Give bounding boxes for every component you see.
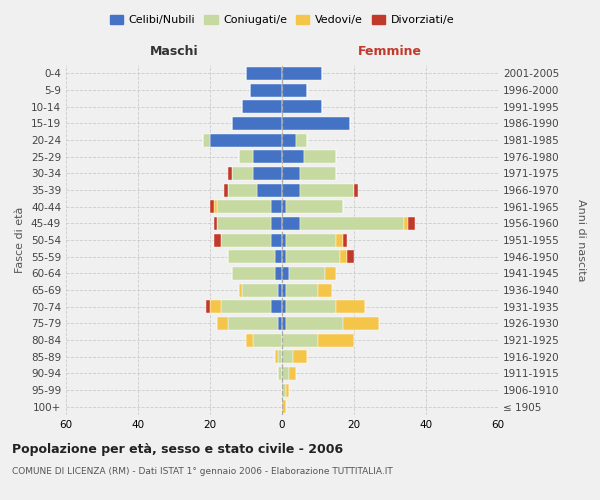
Text: COMUNE DI LICENZA (RM) - Dati ISTAT 1° gennaio 2006 - Elaborazione TUTTITALIA.IT: COMUNE DI LICENZA (RM) - Dati ISTAT 1° g… [12,468,393,476]
Bar [286,384,289,396]
Bar [304,150,336,163]
Bar [228,317,278,330]
Text: Maschi: Maschi [149,45,199,58]
Bar [210,134,282,146]
Bar [217,200,271,213]
Bar [282,200,286,213]
Bar [228,184,257,196]
Bar [354,184,358,196]
Bar [282,334,318,346]
Bar [286,284,318,296]
Text: Popolazione per età, sesso e stato civile - 2006: Popolazione per età, sesso e stato civil… [12,442,343,456]
Bar [343,317,379,330]
Legend: Celibi/Nubili, Coniugati/e, Vedovi/e, Divorziati/e: Celibi/Nubili, Coniugati/e, Vedovi/e, Di… [106,10,458,30]
Bar [300,184,354,196]
Bar [347,250,354,263]
Bar [336,234,343,246]
Bar [253,167,282,180]
Bar [282,367,289,380]
Bar [282,117,350,130]
Bar [210,300,221,313]
Bar [286,200,343,213]
Bar [278,284,282,296]
Bar [239,150,253,163]
Bar [336,300,365,313]
Bar [282,184,300,196]
Bar [282,234,286,246]
Y-axis label: Fasce di età: Fasce di età [16,207,25,273]
Bar [300,167,336,180]
Bar [340,250,347,263]
Bar [253,334,282,346]
Text: Femmine: Femmine [358,45,422,58]
Bar [282,317,286,330]
Bar [242,284,278,296]
Bar [282,384,286,396]
Bar [286,300,336,313]
Bar [250,84,282,96]
Bar [289,267,325,280]
Bar [214,200,217,213]
Bar [318,334,354,346]
Bar [232,267,275,280]
Bar [278,350,282,363]
Bar [282,67,322,80]
Bar [221,234,271,246]
Bar [271,234,282,246]
Bar [293,350,307,363]
Bar [282,400,286,413]
Bar [217,217,271,230]
Bar [242,100,282,113]
Bar [224,184,228,196]
Bar [286,234,336,246]
Bar [286,250,340,263]
Bar [289,367,296,380]
Bar [228,250,275,263]
Bar [246,334,253,346]
Bar [275,350,278,363]
Bar [221,300,271,313]
Bar [278,317,282,330]
Bar [232,167,253,180]
Bar [282,350,293,363]
Bar [217,317,228,330]
Bar [300,217,404,230]
Bar [404,217,408,230]
Bar [271,217,282,230]
Bar [282,284,286,296]
Bar [282,150,304,163]
Bar [253,150,282,163]
Bar [343,234,347,246]
Bar [214,217,217,230]
Bar [282,134,296,146]
Bar [214,234,221,246]
Bar [271,300,282,313]
Bar [282,100,322,113]
Bar [318,284,332,296]
Bar [206,300,210,313]
Bar [246,67,282,80]
Bar [286,317,343,330]
Bar [275,250,282,263]
Bar [282,84,307,96]
Bar [325,267,336,280]
Bar [282,217,300,230]
Bar [278,367,282,380]
Bar [232,117,282,130]
Bar [282,300,286,313]
Bar [271,200,282,213]
Bar [282,167,300,180]
Bar [275,267,282,280]
Bar [257,184,282,196]
Bar [282,250,286,263]
Bar [228,167,232,180]
Bar [239,284,242,296]
Bar [210,200,214,213]
Y-axis label: Anni di nascita: Anni di nascita [576,198,586,281]
Bar [408,217,415,230]
Bar [296,134,307,146]
Bar [203,134,210,146]
Bar [282,267,289,280]
